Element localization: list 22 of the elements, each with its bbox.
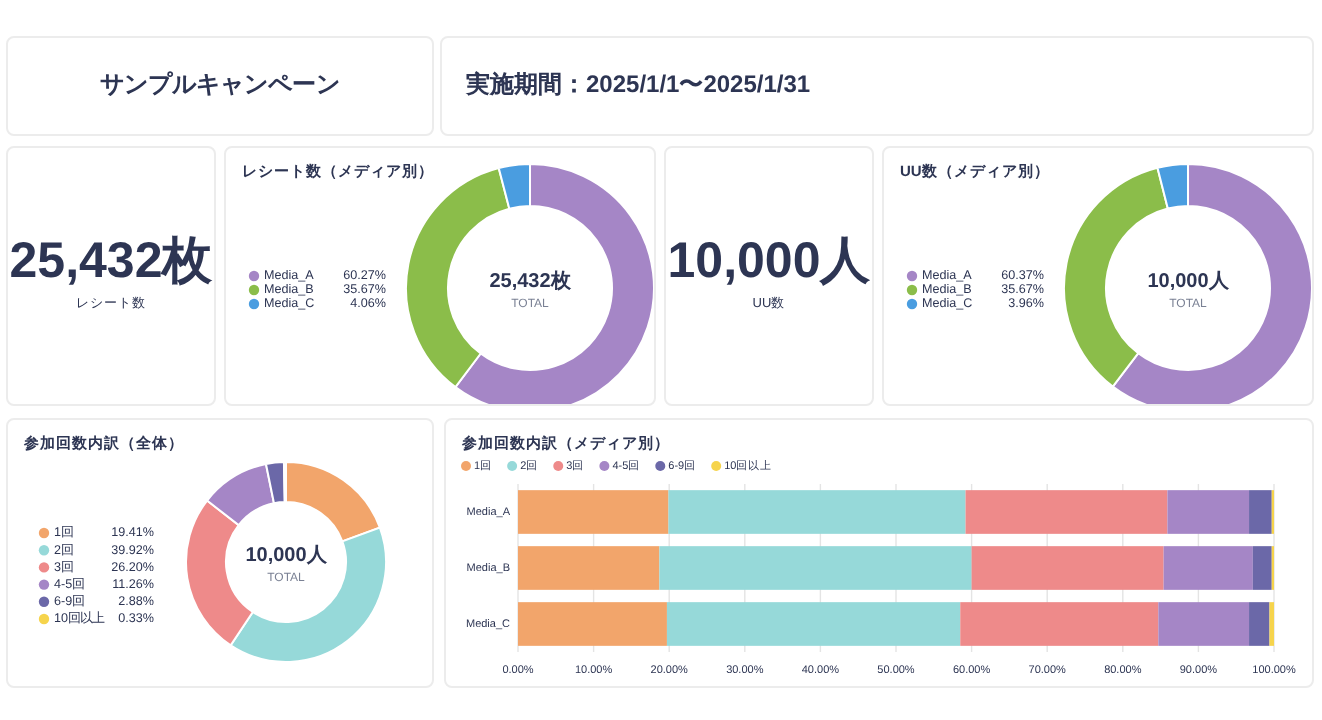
bar: [1249, 490, 1272, 534]
bar: [668, 490, 966, 534]
text: 10,000人: [1147, 269, 1231, 294]
text: 10,000人: [667, 233, 873, 290]
bar: [1158, 602, 1250, 646]
bar: [1249, 602, 1270, 646]
bar: [518, 602, 667, 646]
bar: [666, 602, 961, 646]
bar: [659, 546, 972, 590]
bar: [518, 490, 669, 534]
bar: [518, 546, 660, 590]
bar: [965, 490, 1168, 534]
bar: [971, 546, 1164, 590]
text: 実施期間：2025/1/1〜2025/1/31: [464, 70, 811, 99]
bar: [960, 602, 1159, 646]
bar: [1252, 546, 1272, 590]
text: 10,000人: [245, 543, 329, 568]
text: 25,432枚: [489, 269, 573, 294]
text: サンプルキャンペーン: [100, 70, 340, 99]
text: 25,432枚: [9, 233, 215, 290]
bar: [1163, 546, 1253, 590]
bar: [1167, 490, 1250, 534]
